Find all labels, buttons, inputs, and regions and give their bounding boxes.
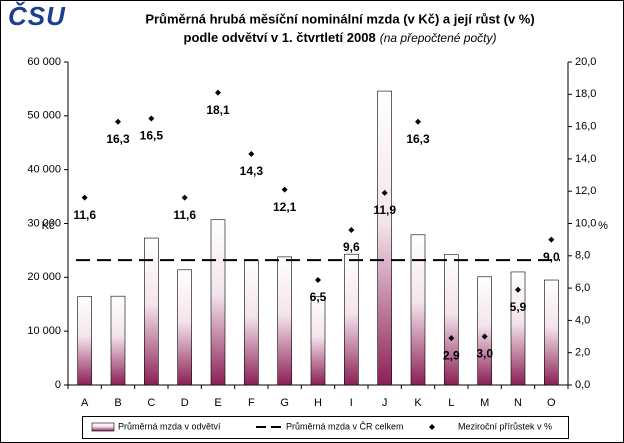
data-label: 9,6 — [343, 240, 360, 254]
bar — [477, 276, 492, 386]
chart-title: Průměrná hrubá měsíční nominální mzda (v… — [145, 11, 534, 26]
legend-swatch — [429, 424, 435, 430]
legend — [82, 416, 569, 439]
x-tick-label: L — [448, 397, 454, 409]
x-tick-label: J — [382, 397, 388, 409]
y-tick-label: 10 000 — [27, 325, 61, 337]
chart-subtitle: podle odvětví v 1. čtvrtletí 2008 (na pře… — [184, 30, 497, 45]
y2-tick-label: 6,0 — [575, 282, 590, 294]
growth-point — [415, 118, 421, 125]
x-tick-label: I — [350, 397, 353, 409]
growth-point — [481, 333, 488, 340]
bar — [277, 256, 292, 386]
y-tick-label: 20 000 — [27, 271, 61, 283]
x-tick-label: N — [514, 397, 522, 409]
subtitle-note: (na přepočtené počty) — [380, 31, 497, 45]
growth-point — [181, 194, 188, 201]
bar — [310, 296, 326, 386]
bar — [377, 90, 392, 386]
x-tick-label: K — [414, 397, 422, 409]
y-axis-label: Kč — [42, 220, 55, 232]
y2-tick-label: 2,0 — [575, 347, 590, 359]
y2-axis-label: % — [598, 220, 608, 232]
data-label: 2,9 — [443, 348, 460, 362]
bar — [77, 296, 92, 386]
bar — [544, 279, 559, 386]
bar — [244, 259, 259, 386]
legend-label: Meziroční přírůstek v % — [458, 421, 552, 431]
y2-tick-label: 14,0 — [575, 153, 596, 165]
bar — [510, 271, 526, 386]
subtitle: podle odvětví v 1. čtvrtletí 2008 — [184, 30, 376, 45]
bar — [410, 234, 426, 386]
x-tick-label: F — [248, 397, 255, 409]
data-label: 5,9 — [510, 300, 527, 314]
data-label: 16,3 — [106, 132, 130, 146]
data-label: 18,1 — [206, 103, 230, 117]
y2-tick-label: 4,0 — [575, 314, 590, 326]
data-label: 16,3 — [406, 132, 430, 146]
y2-tick-label: 10,0 — [575, 217, 596, 229]
data-label: 3,0 — [476, 347, 493, 361]
growth-point — [248, 151, 255, 158]
growth-point — [381, 189, 388, 196]
x-tick-label: M — [480, 397, 489, 409]
growth-point — [348, 226, 355, 233]
growth-point — [281, 186, 288, 193]
x-tick-label: O — [547, 397, 556, 409]
growth-point — [81, 194, 88, 201]
x-tick-label: E — [214, 397, 221, 409]
legend-label: Průměrná mzda v ČR celkem — [286, 421, 404, 431]
bar — [344, 253, 359, 386]
y-tick-label: 60 000 — [27, 56, 61, 68]
x-tick-label: C — [147, 397, 155, 409]
data-label: 11,6 — [173, 208, 196, 222]
growth-point — [448, 335, 455, 342]
data-label: 6,5 — [310, 290, 327, 304]
y2-tick-label: 12,0 — [575, 185, 596, 197]
data-label: 12,1 — [273, 200, 297, 214]
bar — [177, 269, 192, 386]
bar — [144, 237, 159, 386]
bar — [110, 295, 126, 386]
y2-tick-label: 20,0 — [575, 56, 596, 68]
data-label: 14,3 — [240, 164, 264, 178]
y2-tick-label: 8,0 — [575, 250, 590, 262]
y2-tick-label: 0,0 — [575, 379, 590, 391]
growth-point — [148, 115, 155, 122]
y-tick-label: 0 — [55, 379, 61, 391]
bar — [444, 254, 459, 386]
x-tick-label: B — [114, 397, 121, 409]
bar — [210, 219, 226, 386]
data-label: 11,9 — [373, 203, 396, 217]
legend-label: Průměrná mzda v odvětví — [118, 421, 221, 431]
y2-tick-label: 18,0 — [575, 88, 596, 100]
y-tick-label: 30 000 — [27, 217, 61, 229]
x-tick-label: D — [181, 397, 189, 409]
y-tick-label: 50 000 — [27, 110, 61, 122]
x-tick-label: A — [81, 397, 89, 409]
data-label: 9,0 — [543, 250, 560, 264]
y2-tick-label: 16,0 — [575, 121, 596, 133]
growth-point — [115, 118, 121, 125]
growth-point — [548, 236, 555, 243]
growth-point — [315, 277, 321, 284]
x-tick-label: G — [280, 397, 289, 409]
growth-point — [515, 286, 521, 293]
logo: ČSU — [8, 1, 66, 31]
x-tick-label: H — [314, 397, 322, 409]
y-tick-label: 40 000 — [27, 164, 61, 176]
growth-point — [215, 89, 221, 96]
legend-swatch — [91, 422, 115, 432]
data-label: 11,6 — [73, 208, 96, 222]
data-label: 16,5 — [140, 129, 164, 143]
